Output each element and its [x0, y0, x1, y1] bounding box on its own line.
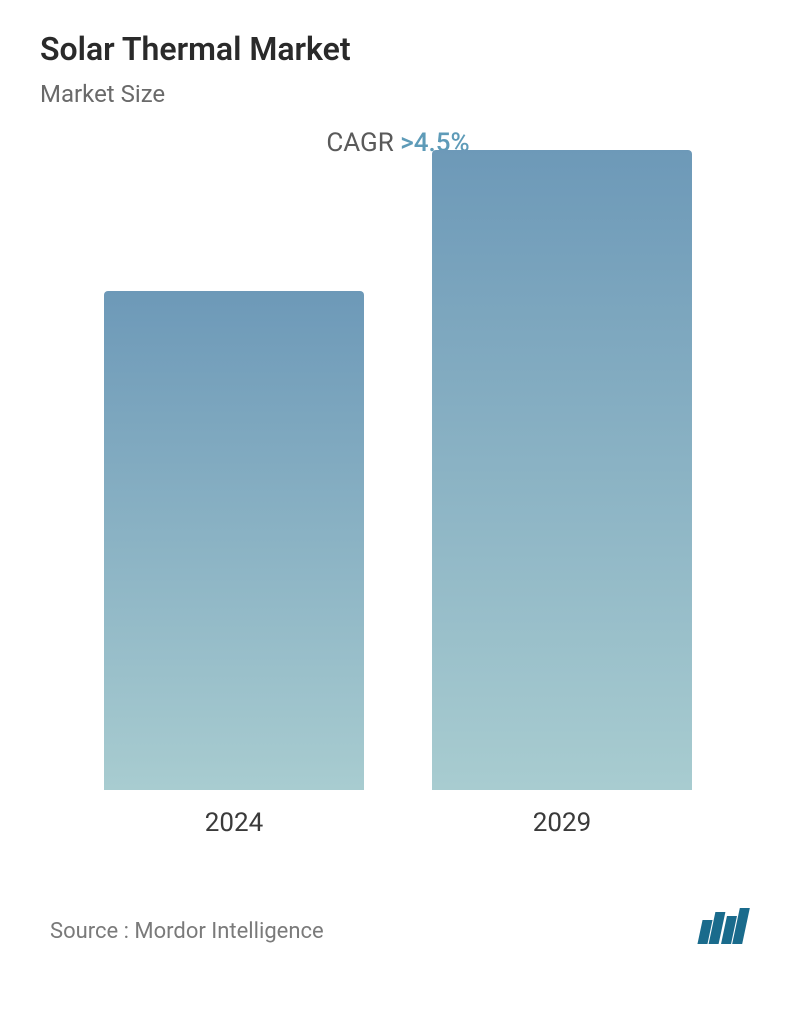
chart-title: Solar Thermal Market [40, 30, 756, 68]
footer: Source : Mordor Intelligence [40, 908, 756, 944]
chart-subtitle: Market Size [40, 80, 756, 108]
bar-group-2029: 2029 [422, 150, 702, 838]
bar-label-2029: 2029 [533, 808, 591, 838]
chart-container: Solar Thermal Market Market Size CAGR >4… [0, 0, 796, 1034]
bar-label-2024: 2024 [205, 808, 263, 838]
bar-2029 [432, 150, 692, 790]
bar-2024 [104, 291, 364, 790]
bar-group-2024: 2024 [94, 291, 374, 838]
bars-container: 2024 2029 [40, 198, 756, 838]
cagr-label: CAGR [326, 128, 400, 158]
chart-area: 2024 2029 [40, 198, 756, 878]
mordor-logo-icon [700, 908, 746, 944]
source-text: Source : Mordor Intelligence [50, 919, 324, 944]
